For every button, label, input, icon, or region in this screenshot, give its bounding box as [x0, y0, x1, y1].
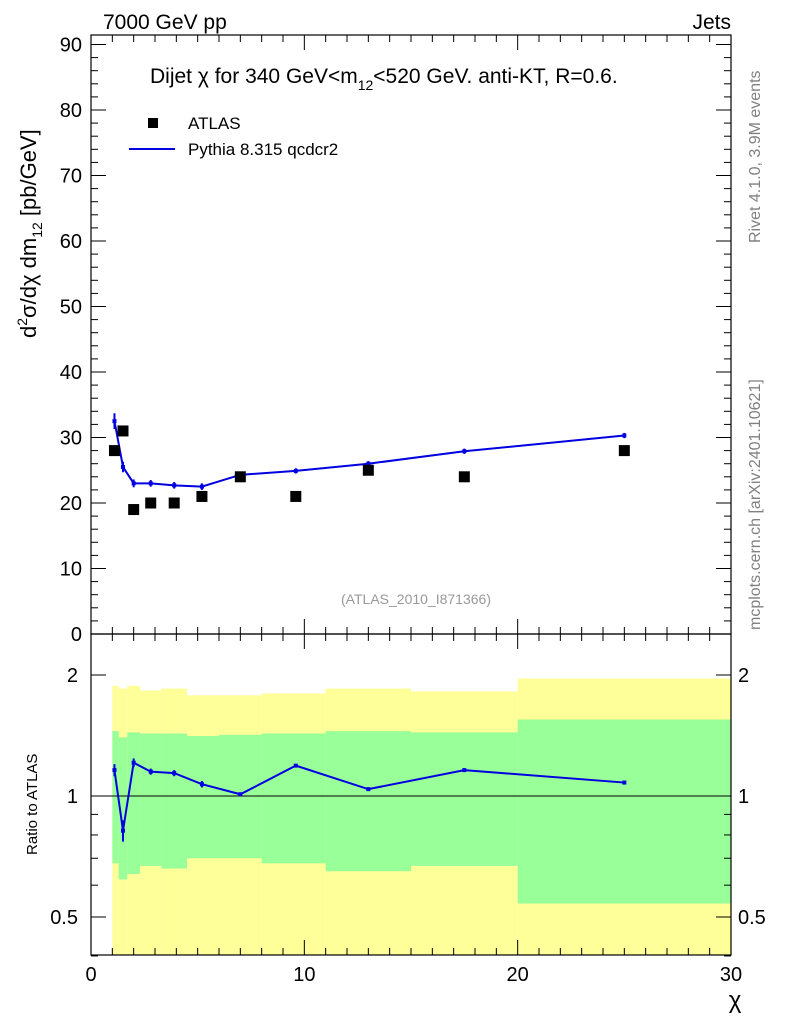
main-frame — [90, 34, 732, 635]
analysis-label: (ATLAS_2010_I871366) — [341, 591, 491, 607]
ylabel-sub: 12 — [29, 222, 45, 238]
x-tick-label: 20 — [507, 964, 529, 986]
ratio-tick-label-right: 0.5 — [738, 907, 766, 929]
y-tick-label: 30 — [60, 428, 82, 450]
mc-point — [462, 449, 467, 454]
ylabel-d: d — [16, 326, 41, 338]
axis-ticks — [90, 35, 732, 957]
ylabel-main: σ/dχ dm — [16, 238, 41, 318]
data-point — [458, 471, 470, 483]
mc-series — [112, 413, 627, 490]
mc-point — [293, 468, 298, 473]
mc-ratio-point — [131, 760, 136, 765]
title-pre: Dijet — [150, 65, 198, 88]
mc-point — [199, 484, 204, 489]
x-axis-label: χ — [729, 987, 742, 1014]
y-tick-label: 0 — [71, 624, 82, 646]
stat-band-bin — [140, 733, 162, 866]
y-tick-label: 70 — [60, 166, 82, 188]
y-tick-label: 80 — [60, 100, 82, 122]
stat-band-bin — [112, 731, 119, 864]
legend: ATLAS Pythia 8.315 qcdcr2 — [129, 114, 338, 159]
y-tick-label: 60 — [60, 231, 82, 253]
data-point — [196, 490, 208, 502]
side-label-bottom: mcplots.cern.ch [arXiv:2401.10621] — [747, 379, 764, 630]
title-post: <520 GeV. anti-KT, R=0.6. — [373, 65, 617, 88]
mc-point — [121, 464, 125, 469]
stat-band-bin — [187, 736, 219, 859]
stat-band-bin — [219, 734, 262, 859]
y-tick-label: 20 — [60, 493, 82, 515]
stat-band-bin — [411, 732, 518, 866]
x-tick-label: 0 — [85, 964, 96, 986]
header-left: 7000 GeV pp — [103, 11, 227, 34]
title-mid: for 340 GeV<m — [209, 65, 358, 88]
data-point — [290, 490, 302, 502]
x-tick-label: 10 — [293, 964, 315, 986]
mc-ratio-point — [622, 780, 627, 785]
data-point — [117, 425, 129, 437]
y-tick-label: 10 — [60, 559, 82, 581]
mc-point — [366, 461, 371, 466]
stat-band-bin — [118, 737, 128, 880]
chart-title: Dijet χ for 340 GeV<m12<520 GeV. anti-KT… — [150, 65, 618, 93]
y-axis-label: d2σ/dχ dm12 [pb/GeV] — [14, 129, 45, 338]
title-chi: χ — [198, 65, 209, 88]
title-sub: 12 — [358, 77, 374, 93]
y-tick-label: 40 — [60, 362, 82, 384]
mc-point — [148, 481, 153, 486]
mc-ratio-point — [238, 792, 243, 797]
legend-label-atlas: ATLAS — [188, 114, 241, 133]
ratio-tick-label-left: 0.5 — [50, 907, 78, 929]
data-point — [168, 497, 180, 509]
mc-ratio-point — [112, 768, 117, 773]
stat-band-bin — [325, 731, 411, 872]
mc-ratio-point — [121, 828, 125, 833]
data-point — [108, 445, 120, 457]
data-point — [362, 464, 374, 476]
x-tick-label: 30 — [720, 964, 742, 986]
mc-ratio-point — [462, 768, 467, 773]
stat-band-bin — [517, 719, 731, 904]
mc-ratio-series — [112, 758, 627, 842]
mc-point — [172, 483, 177, 488]
y-tick-label: 50 — [60, 297, 82, 319]
ratio-y-label: Ratio to ATLAS — [24, 754, 41, 855]
ratio-tick-label-left: 2 — [67, 665, 78, 687]
data-point — [145, 497, 157, 509]
stat-band-bin — [161, 733, 187, 869]
mc-ratio-point — [199, 782, 204, 787]
data-point — [618, 445, 630, 457]
legend-marker-atlas — [148, 118, 158, 128]
data-point — [234, 471, 246, 483]
mc-ratio-point — [148, 769, 153, 774]
stat-band-bin — [127, 732, 141, 874]
legend-label-mc: Pythia 8.315 qcdcr2 — [188, 140, 338, 159]
mc-point — [131, 481, 136, 486]
data-point — [128, 504, 140, 516]
stat-uncertainty-band — [112, 719, 731, 904]
stat-band-bin — [261, 733, 326, 864]
mc-ratio-point — [172, 771, 177, 776]
header-right: Jets — [692, 11, 731, 34]
ylabel-sup: 2 — [14, 318, 30, 326]
mc-line — [113, 420, 625, 488]
ratio-tick-label-right: 2 — [738, 665, 749, 687]
mc-ratio-point — [366, 787, 371, 792]
ratio-tick-label-left: 1 — [67, 786, 78, 808]
side-label-top: Rivet 4.1.0, 3.9M events — [747, 70, 764, 243]
y-tick-label: 90 — [60, 35, 82, 57]
ratio-tick-label-right: 1 — [738, 786, 749, 808]
mc-point — [622, 433, 627, 438]
mc-ratio-point — [293, 763, 298, 768]
mc-point — [112, 419, 117, 424]
ylabel-unit: [pb/GeV] — [16, 129, 41, 222]
data-series — [108, 425, 630, 516]
